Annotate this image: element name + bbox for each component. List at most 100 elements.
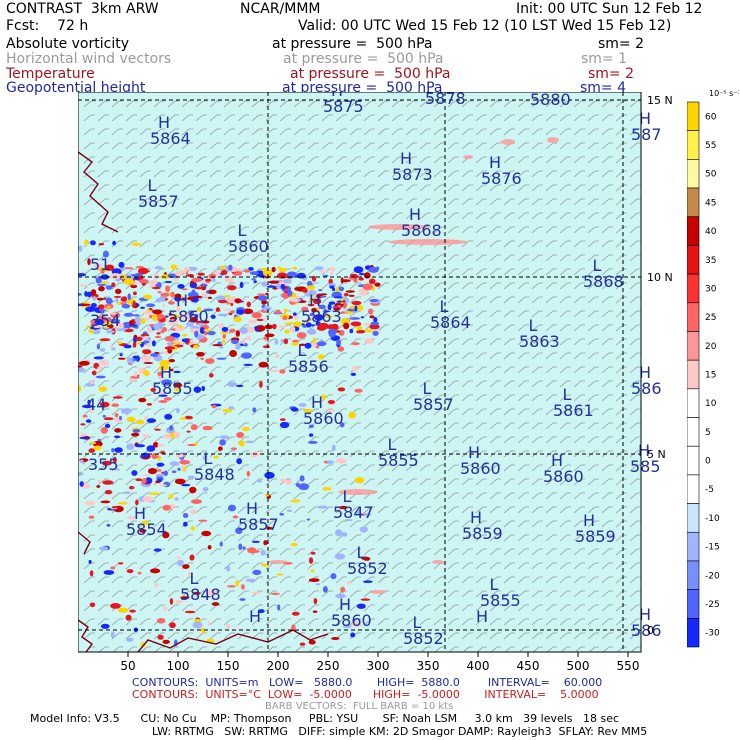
vorticity-cell <box>218 446 223 451</box>
center-value: 5855 <box>152 379 193 398</box>
vorticity-cell <box>257 609 265 614</box>
vorticity-cell <box>316 341 327 347</box>
vorticity-cell <box>119 416 122 421</box>
vorticity-cell <box>114 447 123 453</box>
vorticity-cell <box>310 551 316 555</box>
colorbar-label: 20 <box>705 342 717 352</box>
vorticity-cell <box>286 509 293 512</box>
vorticity-cell <box>338 286 345 292</box>
vorticity-cell <box>340 586 346 593</box>
vorticity-cell <box>92 330 101 335</box>
vorticity-cell <box>189 554 195 561</box>
vorticity-cell <box>116 302 121 305</box>
vorticity-cell <box>78 273 87 277</box>
vorticity-cell <box>181 297 186 300</box>
vorticity-cell <box>144 415 148 420</box>
vorticity-cell <box>284 290 288 294</box>
vorticity-cell <box>228 312 233 316</box>
vorticity-cell <box>78 367 86 373</box>
vorticity-cell <box>135 499 139 506</box>
vorticity-cell <box>319 293 328 296</box>
vorticity-cell <box>207 589 217 597</box>
vorticity-cell <box>226 565 231 572</box>
vorticity-cell <box>258 361 269 368</box>
vorticity-cell <box>127 293 131 301</box>
vorticity-cell <box>80 303 91 306</box>
vorticity-cell <box>102 415 107 418</box>
vorticity-cell <box>106 524 111 527</box>
colorbar-label: -30 <box>705 629 720 639</box>
vorticity-cell <box>178 325 183 328</box>
vorticity-cell <box>101 460 112 466</box>
vorticity-cell <box>149 314 153 319</box>
vorticity-cell <box>104 423 111 429</box>
vorticity-cell <box>168 301 175 305</box>
vorticity-cell <box>360 598 371 601</box>
vorticity-cell <box>94 319 104 326</box>
vorticity-cell <box>184 338 188 343</box>
vorticity-cell <box>359 291 368 296</box>
vorticity-cell <box>220 435 230 440</box>
vorticity-cell <box>201 292 208 297</box>
vorticity-cell <box>164 335 176 342</box>
center-letter: L <box>357 543 366 562</box>
vorticity-cell <box>251 540 260 543</box>
vorticity-cell <box>129 609 136 613</box>
vorticity-cell <box>104 465 109 467</box>
vorticity-cell <box>261 281 268 287</box>
vorticity-cell <box>155 298 162 303</box>
vorticity-cell <box>308 424 314 428</box>
vorticity-cell <box>309 312 314 317</box>
vorticity-cell <box>182 513 189 518</box>
vorticity-cell <box>279 418 286 421</box>
vorticity-cell <box>349 328 354 334</box>
vorticity-cell <box>210 314 216 319</box>
colorbar-unit: 10⁻⁵ s⁻¹ <box>709 89 739 98</box>
vorticity-cell <box>208 289 217 295</box>
vorticity-cell <box>180 313 190 320</box>
vorticity-cell <box>157 443 165 447</box>
vorticity-cell <box>388 239 468 245</box>
vorticity-cell <box>129 324 138 327</box>
vorticity-cell <box>89 381 95 384</box>
vorticity-cell <box>165 285 171 292</box>
vorticity-cell <box>234 298 242 304</box>
vorticity-cell <box>100 308 105 314</box>
vorticity-cell <box>202 454 207 461</box>
vorticity-cell <box>186 430 191 433</box>
vorticity-cell <box>158 394 168 397</box>
vorticity-cell <box>141 452 149 458</box>
vorticity-cell <box>312 337 317 344</box>
vorticity-cell <box>98 304 105 310</box>
vorticity-cell <box>327 400 335 404</box>
vorticity-cell <box>263 317 268 322</box>
vorticity-cell <box>140 317 146 324</box>
vorticity-cell <box>251 312 262 319</box>
center-letter: H <box>311 393 323 412</box>
x-axis: 50 100 150 200 250 300 350 400 450 500 550 <box>120 652 639 673</box>
center-value: 5860 <box>228 237 269 256</box>
vorticity-cell <box>88 443 93 446</box>
vorticity-cell <box>338 311 346 314</box>
center-letter: H <box>470 508 482 527</box>
vorticity-cell <box>142 433 150 438</box>
vorticity-cell <box>192 344 200 349</box>
vorticity-cell <box>187 571 192 576</box>
vorticity-cell <box>373 317 378 323</box>
vorticity-cell <box>256 318 264 322</box>
vorticity-cell <box>105 297 113 305</box>
x-tick-label: 150 <box>217 659 240 673</box>
vorticity-cell <box>89 570 94 577</box>
vorticity-cell <box>111 312 117 315</box>
vorticity-cell <box>276 573 284 576</box>
vorticity-cell <box>177 284 185 289</box>
vorticity-cell <box>547 137 559 143</box>
colorbar-swatch <box>687 618 700 648</box>
vorticity-cell <box>168 312 172 316</box>
x-tick-label: 300 <box>367 659 390 673</box>
vorticity-cell <box>126 357 136 365</box>
